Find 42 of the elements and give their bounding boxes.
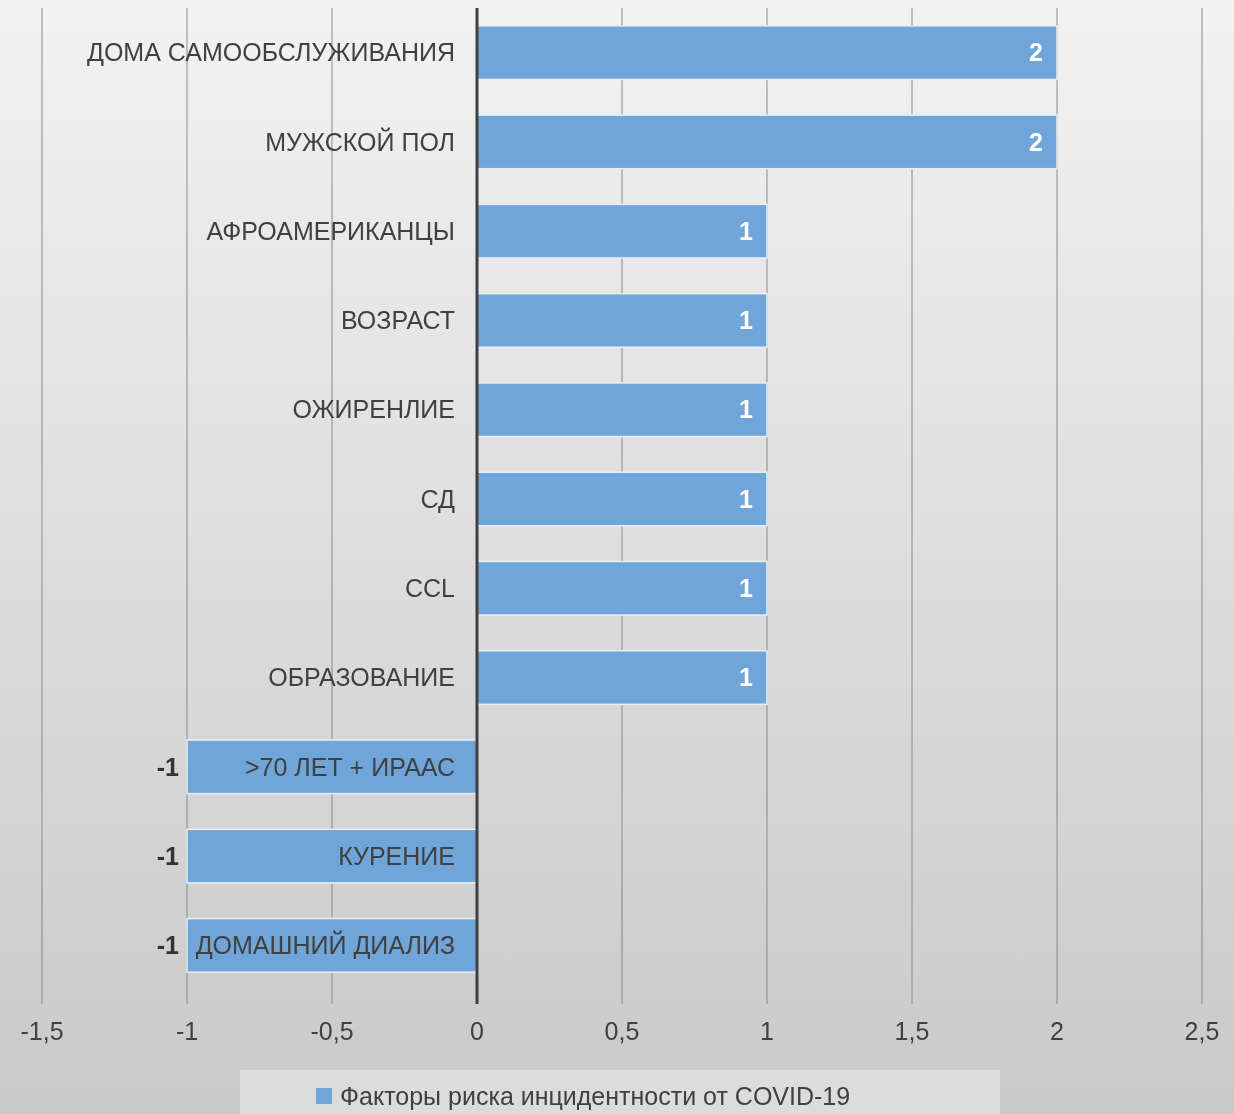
x-tick-label: 0,5: [604, 1017, 640, 1045]
x-tick-label: 1,5: [894, 1017, 930, 1045]
data-label: 1: [739, 216, 754, 245]
bar: [186, 828, 478, 884]
data-label: -1: [156, 931, 180, 960]
bar: [476, 292, 768, 348]
bar: [476, 25, 1058, 81]
data-label: -1: [156, 752, 180, 781]
data-label: 1: [739, 306, 754, 335]
bar: [476, 382, 768, 438]
data-label: 1: [739, 484, 754, 513]
bar: [476, 114, 1058, 170]
data-label: 2: [1029, 38, 1043, 67]
x-tick-label: 1: [760, 1017, 774, 1045]
y-tick-label: АФРОАМЕРИКАНЦЫ: [206, 216, 455, 245]
x-tick-label: -0,5: [310, 1017, 354, 1045]
y-tick-label: ДОМА САМООБСЛУЖИВАНИЯ: [86, 38, 455, 67]
bar: [476, 560, 768, 616]
y-tick-label: ДОМАШНИЙ ДИАЛИЗ: [195, 930, 455, 960]
y-tick-label: МУЖСКОЙ ПОЛ: [265, 126, 455, 156]
bar: [186, 739, 478, 795]
x-tick-label: -1: [175, 1017, 199, 1045]
data-label: 1: [739, 574, 754, 603]
y-tick-label: СД: [420, 484, 456, 513]
data-label: -1: [156, 841, 180, 870]
y-tick-label: CCL: [404, 574, 456, 603]
bar: [476, 471, 768, 527]
x-tick-label: 2: [1050, 1017, 1064, 1045]
y-tick-label: >70 ЛЕТ + ИРААС: [244, 752, 455, 781]
x-tick-label: -1,5: [20, 1017, 64, 1045]
y-tick-label: КУРЕНИЕ: [338, 841, 455, 870]
bar: [476, 650, 768, 706]
data-label: 1: [739, 663, 754, 692]
x-tick-label: 2,5: [1184, 1017, 1220, 1045]
data-label: 1: [739, 395, 754, 424]
bar: [476, 203, 768, 259]
data-label: 2: [1029, 127, 1043, 156]
x-tick-label: 0: [470, 1017, 484, 1045]
text: Факторы риска инцидентности от COVID-19: [340, 1081, 851, 1110]
y-tick-label: ОЖИРЕНЛИЕ: [292, 395, 455, 424]
y-tick-label: ВОЗРАСТ: [340, 306, 455, 335]
y-tick-label: ОБРАЗОВАНИЕ: [268, 663, 455, 692]
